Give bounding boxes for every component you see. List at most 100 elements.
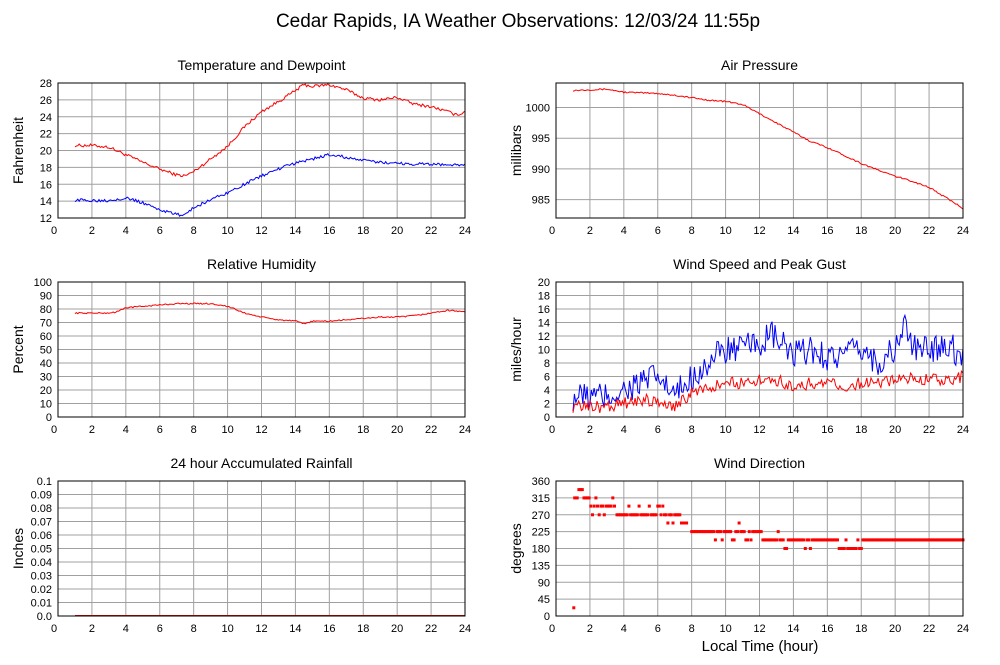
- data-point: [580, 488, 584, 492]
- data-point: [669, 513, 673, 517]
- series-line-1: [572, 87, 963, 210]
- x-tick-label: 16: [821, 623, 833, 635]
- data-point: [613, 504, 616, 508]
- x-tick-label: 16: [323, 225, 335, 237]
- data-point: [869, 538, 873, 542]
- data-point: [690, 530, 694, 534]
- chart-title: Temperature and Dewpoint: [177, 57, 345, 73]
- data-point: [849, 547, 853, 550]
- x-tick-label: 10: [719, 424, 731, 436]
- x-tick-label: 0: [51, 225, 57, 237]
- x-tick-label: 2: [587, 424, 593, 436]
- data-point: [881, 538, 885, 542]
- y-tick-label: 995: [532, 133, 550, 145]
- data-point: [656, 504, 660, 508]
- data-point: [824, 538, 828, 542]
- data-point: [668, 513, 672, 517]
- data-point: [847, 547, 851, 550]
- data-point: [747, 530, 751, 534]
- data-point: [775, 538, 778, 542]
- x-tick-label: 20: [889, 623, 901, 635]
- data-point: [573, 496, 577, 500]
- data-point: [607, 504, 611, 508]
- data-point: [579, 488, 583, 492]
- data-point: [820, 538, 824, 542]
- y-tick-label: 100: [34, 277, 52, 289]
- y-tick-label: 22: [40, 129, 52, 141]
- data-point: [609, 504, 613, 508]
- data-point: [859, 547, 863, 550]
- x-tick-label: 22: [923, 225, 935, 237]
- x-tick-label: 14: [289, 424, 301, 436]
- data-point: [700, 530, 704, 534]
- y-axis-label: degrees: [508, 523, 524, 574]
- data-point: [815, 538, 819, 542]
- data-point: [678, 513, 682, 517]
- data-point: [785, 547, 789, 550]
- x-tick-label: 24: [459, 424, 471, 436]
- data-point: [878, 538, 882, 542]
- y-axis-label: millibars: [508, 125, 524, 176]
- data-point: [592, 504, 596, 508]
- data-point: [873, 538, 877, 542]
- data-point: [905, 538, 909, 542]
- data-point: [764, 538, 768, 542]
- data-point: [741, 530, 744, 534]
- data-point: [853, 547, 856, 550]
- y-tick-label: 18: [40, 162, 52, 174]
- data-point: [949, 538, 953, 542]
- x-tick-label: 18: [357, 424, 369, 436]
- plot-frame: [555, 480, 964, 617]
- data-point: [601, 504, 605, 508]
- data-point: [752, 530, 756, 534]
- x-tick-label: 22: [425, 623, 437, 635]
- data-point: [680, 521, 683, 525]
- x-tick-label: 6: [655, 225, 661, 237]
- data-point: [674, 513, 678, 517]
- y-tick-label: 20: [40, 146, 52, 158]
- chart-title: 24 hour Accumulated Rainfall: [170, 455, 352, 471]
- x-tick-label: 12: [255, 424, 267, 436]
- data-point: [604, 504, 608, 508]
- data-point: [800, 538, 804, 542]
- data-point: [622, 513, 626, 517]
- data-point: [819, 538, 822, 542]
- x-tick-label: 0: [51, 424, 57, 436]
- data-point: [883, 538, 887, 542]
- x-tick-label: 14: [787, 623, 799, 635]
- data-point: [861, 538, 865, 542]
- data-point: [802, 538, 806, 542]
- data-point: [617, 513, 621, 517]
- y-tick-label: 45: [538, 594, 550, 606]
- data-point: [953, 538, 956, 542]
- data-point: [769, 538, 773, 542]
- data-point: [666, 521, 670, 525]
- x-tick-label: 10: [221, 424, 233, 436]
- y-tick-label: 26: [40, 95, 52, 107]
- data-point: [929, 538, 933, 542]
- data-point: [587, 496, 591, 500]
- x-tick-label: 12: [753, 225, 765, 237]
- data-point: [691, 530, 695, 534]
- data-point: [591, 513, 594, 517]
- data-point: [832, 538, 836, 542]
- data-point: [627, 504, 631, 508]
- data-point: [695, 530, 699, 534]
- y-tick-label: 10: [40, 399, 52, 411]
- data-point: [932, 538, 936, 542]
- data-point: [871, 538, 875, 542]
- y-tick-label: 0.04: [31, 557, 52, 569]
- y-tick-label: 0.03: [31, 571, 52, 583]
- y-tick-label: 0.01: [31, 598, 52, 610]
- data-point: [749, 538, 753, 542]
- plot-frame: [555, 82, 964, 219]
- x-tick-label: 24: [957, 623, 969, 635]
- data-point: [589, 504, 593, 508]
- data-point: [720, 538, 724, 542]
- plot-frame: [57, 480, 466, 617]
- data-point: [886, 538, 890, 542]
